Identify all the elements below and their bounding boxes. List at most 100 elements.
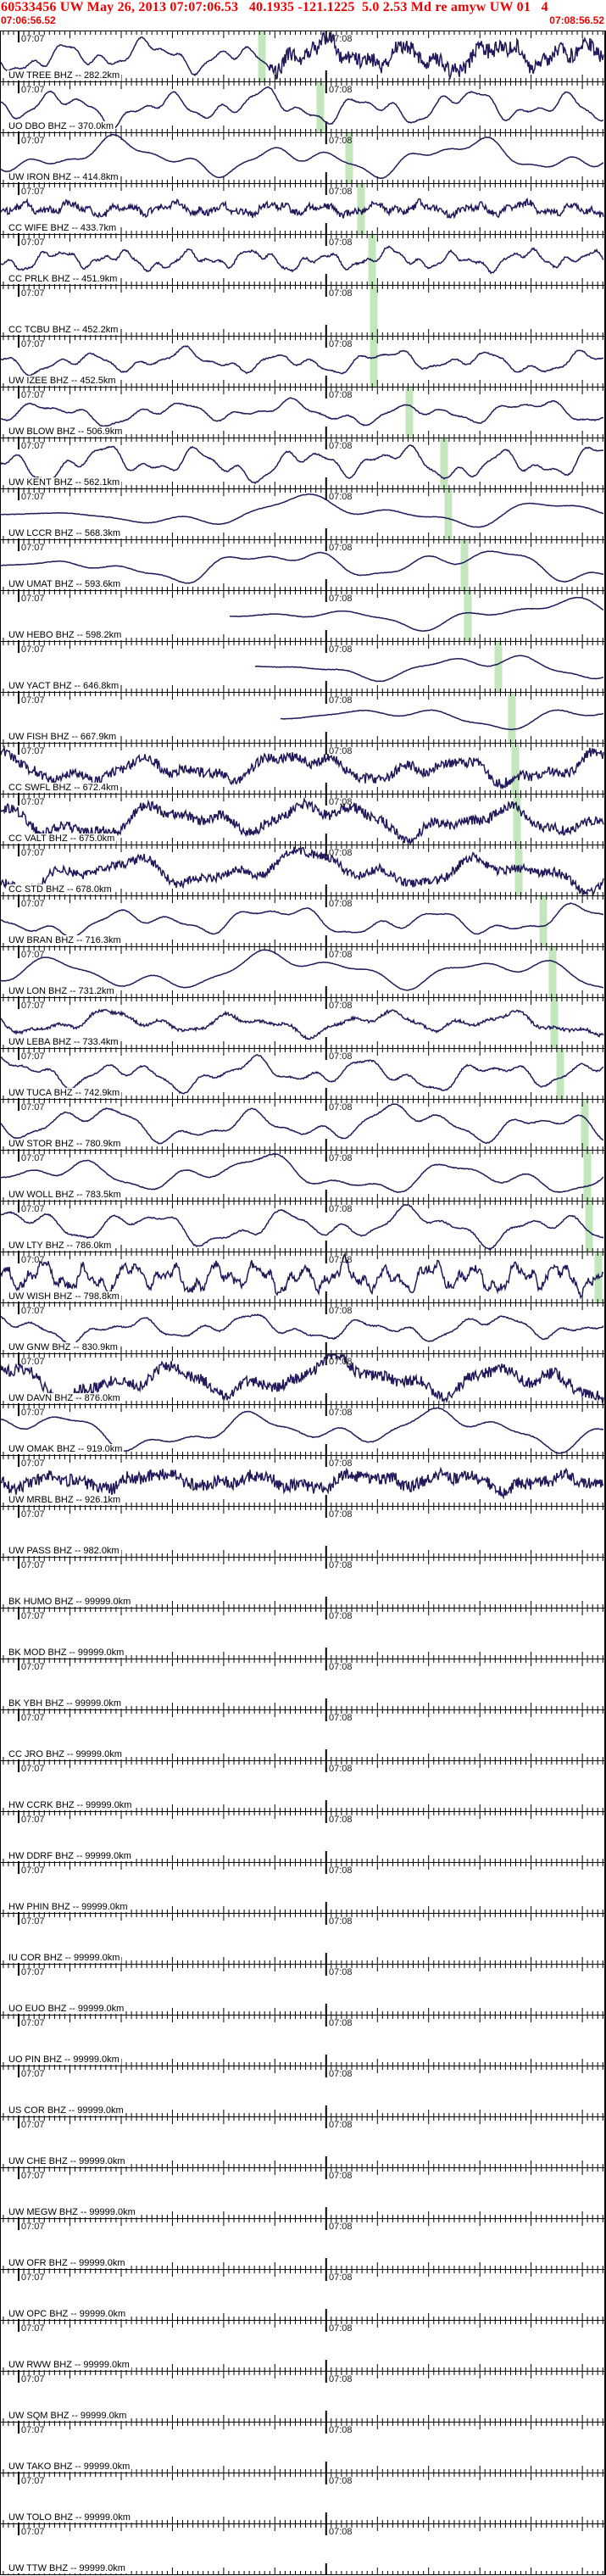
trace-row[interactable]: 07:07 07:08 UW YACT BHZ -- 646.8km — [1, 642, 604, 693]
trace-label: UW YACT BHZ -- 646.8km — [7, 681, 121, 691]
minute-label: 07:08 — [329, 2222, 353, 2232]
trace-row[interactable]: 07:07 07:08 UW IZEE BHZ -- 452.5km — [1, 337, 604, 388]
waveform — [1, 397, 604, 427]
trace-row[interactable]: 07:07 07:08 CC STD BHZ -- 678.0km — [1, 845, 604, 896]
minute-label: 07:08 — [329, 237, 353, 248]
trace-row[interactable]: 07:07 07:08 UW LON BHZ -- 731.2km — [1, 947, 604, 998]
trace-row[interactable]: 07:07 07:08 UW TUCA BHZ -- 742.9km — [1, 1049, 604, 1100]
trace-row[interactable]: 07:07 07:08 UW TREE BHZ -- 282.2km — [1, 31, 604, 82]
trace-row[interactable]: 07:07 07:08 UW GNW BHZ -- 830.9km — [1, 1303, 604, 1354]
event-header: 60533456 UW May 26, 2013 07:07:06.53 40.… — [0, 0, 606, 31]
trace-row[interactable]: 07:07 07:08 UW IRON BHZ -- 414.8km — [1, 133, 604, 184]
trace-row[interactable]: 07:07 07:08 CC JRO BHZ -- 99999.0km — [1, 1710, 604, 1761]
trace-row[interactable]: 07:07 07:08 UO EUO BHZ -- 99999.0km — [1, 1965, 604, 2016]
trace-row[interactable]: 07:07 07:08 CC WIFE BHZ -- 433.7km — [1, 184, 604, 235]
trace-row[interactable]: 07:07 07:08 UW HEBO BHZ -- 598.2km — [1, 591, 604, 642]
trace-row[interactable]: 07:07 07:08 UW MRBL BHZ -- 926.1km — [1, 1456, 604, 1507]
second-ticks — [3, 2117, 603, 2167]
trace-row[interactable]: 07:07 07:08 UW OPC BHZ -- 99999.0km — [1, 2270, 604, 2321]
waveform — [1, 902, 604, 939]
minute-label: 07:08 — [329, 2476, 353, 2486]
trace-row[interactable]: 07:07 07:08 BK HUMO BHZ -- 99999.0km — [1, 1558, 604, 1609]
trace-row[interactable]: 07:07 07:08 UW MEGW BHZ -- 99999.0km — [1, 2168, 604, 2219]
pick-marker — [550, 998, 559, 1048]
minute-label: 07:07 — [21, 339, 45, 349]
minute-label: 07:08 — [329, 2069, 353, 2079]
minute-label: 07:07 — [21, 136, 45, 146]
second-ticks — [3, 489, 603, 539]
minute-label: 07:07 — [21, 1458, 45, 1469]
pick-marker — [370, 286, 378, 336]
minute-label: 07:07 — [21, 1967, 45, 1977]
minute-label: 07:08 — [329, 1713, 353, 1723]
trace-row[interactable]: 07:07 07:08 UW OMAK BHZ -- 919.0km — [1, 1405, 604, 1456]
trace-row[interactable]: 07:07 07:08 CC VALT BHZ -- 675.0km — [1, 795, 604, 845]
minute-label: 07:08 — [329, 85, 353, 95]
trace-plot — [1, 489, 604, 539]
pick-marker — [405, 388, 414, 438]
trace-row[interactable]: 07:07 07:08 UW KENT BHZ -- 562.1km — [1, 438, 604, 489]
minute-label: 07:07 — [21, 1509, 45, 1519]
trace-row[interactable]: 07:07 07:08 UW FISH BHZ -- 667.9km — [1, 693, 604, 744]
trace-label: UW IZEE BHZ -- 452.5km — [7, 376, 118, 386]
trace-row[interactable]: 07:07 07:08 UW UMAT BHZ -- 593.6km — [1, 540, 604, 591]
trace-row[interactable]: 07:07 07:08 UW OFR BHZ -- 99999.0km — [1, 2219, 604, 2270]
trace-row[interactable]: 07:07 07:08 UW STOR BHZ -- 780.9km — [1, 1100, 604, 1151]
minute-label: 07:07 — [21, 2171, 45, 2181]
waveform — [1, 1152, 604, 1193]
trace-row[interactable]: 07:07 07:08 HW CCRK BHZ -- 99999.0km — [1, 1761, 604, 1812]
trace-row[interactable]: 07:07 07:08 UW LEBA BHZ -- 733.4km — [1, 998, 604, 1049]
trace-row[interactable]: 07:07 07:08 IU COR BHZ -- 99999.0km — [1, 1914, 604, 1965]
minute-label: 07:08 — [329, 1611, 353, 1621]
trace-row[interactable]: 07:07 07:08 CC SWFL BHZ -- 672.4km — [1, 744, 604, 795]
trace-row[interactable]: 07:07 07:08 HW DDRF BHZ -- 99999.0km — [1, 1812, 604, 1863]
trace-row[interactable]: 07:07 07:08 CC PRLK BHZ -- 451.9km — [1, 235, 604, 286]
minute-label: 07:07 — [21, 2374, 45, 2384]
trace-row[interactable]: 07:07 07:08 UW BRAN BHZ -- 716.3km — [1, 896, 604, 947]
waveform — [1, 1054, 604, 1095]
trace-row[interactable]: 07:07 07:08 BK MOD BHZ -- 99999.0km — [1, 1609, 604, 1659]
trace-row[interactable]: 07:07 07:08 UW PASS BHZ -- 982.0km — [1, 1507, 604, 1558]
trace-row[interactable]: 07:07 07:08 UW SQM BHZ -- 99999.0km — [1, 2372, 604, 2423]
trace-row[interactable]: 07:07 07:08 UW DAVN BHZ -- 876.0km — [1, 1354, 604, 1405]
trace-label: HW PHIN BHZ -- 99999.0km — [7, 1902, 130, 1912]
trace-row[interactable]: 07:07 07:08 HW PHIN BHZ -- 99999.0km — [1, 1863, 604, 1914]
trace-row[interactable]: 07:07 07:08 UW WOLL BHZ -- 783.5km — [1, 1151, 604, 1202]
trace-label: CC JRO BHZ -- 99999.0km — [7, 1749, 124, 1759]
pick-marker — [494, 642, 503, 692]
trace-row[interactable]: 07:07 07:08 UW TOLO BHZ -- 99999.0km — [1, 2473, 604, 2524]
trace-label: UO PIN BHZ -- 99999.0km — [7, 2055, 121, 2065]
trace-row[interactable]: 07:07 07:08 CC TCBU BHZ -- 452.2km — [1, 286, 604, 337]
minute-label: 07:07 — [21, 1102, 45, 1112]
trace-row[interactable]: 07:07 07:08 UW WISH BHZ -- 798.8km — [1, 1252, 604, 1303]
trace-row[interactable]: 07:07 07:08 UW TTW BHZ -- 99999.0km — [1, 2524, 604, 2575]
waveform — [1, 744, 604, 790]
trace-row[interactable]: 07:07 07:08 UO DBO BHZ -- 370.0km — [1, 82, 604, 133]
trace-row[interactable]: 07:07 07:08 US COR BHZ -- 99999.0km — [1, 2066, 604, 2117]
minute-label: 07:08 — [329, 1408, 353, 1418]
minute-label: 07:07 — [21, 1560, 45, 1570]
trace-row[interactable]: 07:07 07:08 UW BLOW BHZ -- 506.9km — [1, 388, 604, 438]
minute-label: 07:07 — [21, 1001, 45, 1011]
minute-label: 07:07 — [21, 2323, 45, 2333]
minute-label: 07:07 — [21, 899, 45, 909]
trace-row[interactable]: 07:07 07:08 UW RWW BHZ -- 99999.0km — [1, 2321, 604, 2372]
minute-label: 07:08 — [329, 441, 353, 451]
minute-label: 07:08 — [329, 695, 353, 705]
minute-label: 07:08 — [329, 2018, 353, 2028]
trace-plot — [1, 845, 604, 895]
trace-row[interactable]: 07:07 07:08 UO PIN BHZ -- 99999.0km — [1, 2016, 604, 2066]
trace-row[interactable]: 07:07 07:08 UW LTY BHZ -- 786.0km — [1, 1202, 604, 1252]
trace-plot — [3, 2219, 603, 2269]
trace-label: CC SWFL BHZ -- 672.4km — [7, 783, 120, 793]
trace-row[interactable]: 07:07 07:08 UW CHE BHZ -- 99999.0km — [1, 2117, 604, 2168]
minute-label: 07:08 — [329, 797, 353, 807]
pick-marker — [511, 744, 520, 794]
minute-label: 07:08 — [329, 1916, 353, 1926]
minute-label: 07:08 — [329, 34, 353, 44]
trace-row[interactable]: 07:07 07:08 BK YBH BHZ -- 99999.0km — [1, 1659, 604, 1710]
window-end-time: 07:08:56.52 — [549, 14, 604, 26]
trace-row[interactable]: 07:07 07:08 UW TAKO BHZ -- 99999.0km — [1, 2423, 604, 2473]
trace-row[interactable]: 07:07 07:08 UW LCCR BHZ -- 568.3km — [1, 489, 604, 540]
